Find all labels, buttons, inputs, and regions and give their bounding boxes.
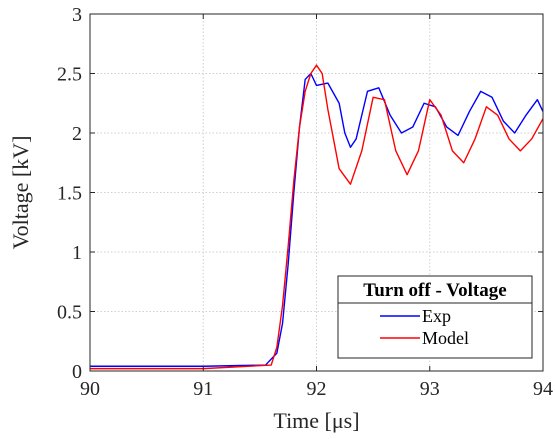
legend-label-model: Model: [422, 328, 469, 348]
x-tick-label: 94: [533, 378, 553, 400]
y-tick-label: 1.5: [57, 183, 82, 205]
series-model-line: [90, 64, 544, 370]
y-tick-label: 0.5: [57, 302, 82, 324]
x-axis-label: Time [μs]: [273, 408, 359, 433]
y-tick-label: 3: [72, 4, 82, 26]
y-tick-label: 2: [72, 123, 82, 145]
legend: Turn off - Voltage Exp Model: [337, 275, 533, 359]
x-tick-label: 90: [80, 378, 100, 400]
y-tick-label: 1: [72, 242, 82, 264]
y-axis-label: Voltage [kV]: [8, 136, 33, 250]
x-tick-label: 93: [420, 378, 440, 400]
series-layer: [90, 64, 544, 370]
x-tick-label: 92: [307, 378, 327, 400]
axis-ticks: 90 91 92 93 94 0 0.5 1 1.5 2 2.5 3: [57, 4, 553, 400]
legend-box: [337, 275, 533, 359]
y-tick-label: 2.5: [57, 64, 82, 86]
series-exp-line: [90, 72, 544, 367]
legend-label-exp: Exp: [422, 306, 451, 326]
x-tick-label: 91: [193, 378, 213, 400]
legend-title: Turn off - Voltage: [363, 280, 506, 301]
y-tick-label: 0: [72, 361, 82, 383]
